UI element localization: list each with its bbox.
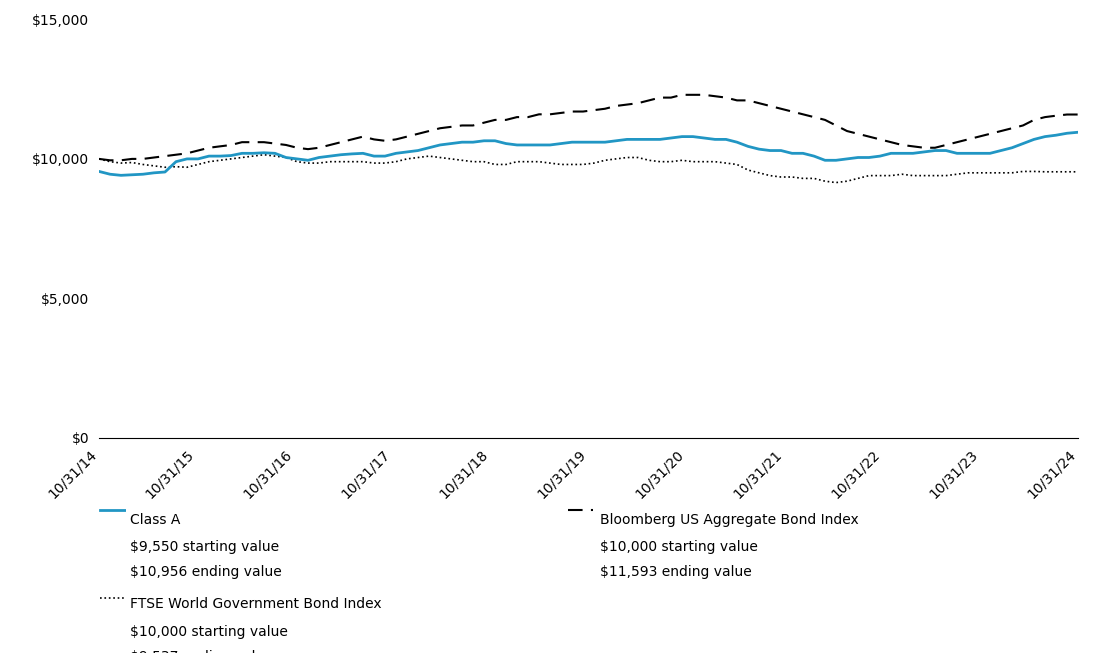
Text: $10,956 ending value: $10,956 ending value <box>130 565 282 579</box>
Text: $10,000 starting value: $10,000 starting value <box>600 540 758 554</box>
Text: $10,000 starting value: $10,000 starting value <box>130 625 288 639</box>
Text: FTSE World Government Bond Index: FTSE World Government Bond Index <box>130 597 382 611</box>
Text: Class A: Class A <box>130 513 180 526</box>
Text: $9,537 ending value: $9,537 ending value <box>130 650 273 653</box>
Text: Bloomberg US Aggregate Bond Index: Bloomberg US Aggregate Bond Index <box>600 513 858 526</box>
Text: $9,550 starting value: $9,550 starting value <box>130 540 279 554</box>
Text: $11,593 ending value: $11,593 ending value <box>600 565 751 579</box>
